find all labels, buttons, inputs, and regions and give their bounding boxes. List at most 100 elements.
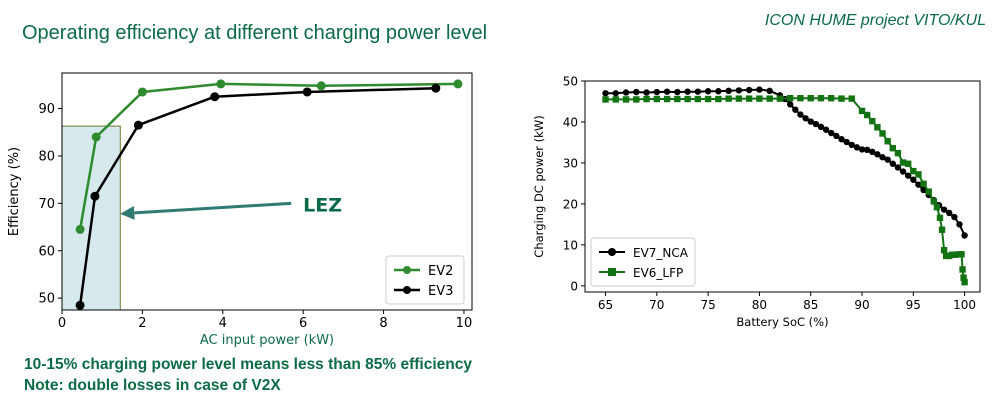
series-ev6-lfp-point <box>958 251 965 258</box>
project-label: ICON HUME project VITO/KUL <box>764 12 986 29</box>
series-ev7-nca-point <box>622 89 630 96</box>
legend-ev7-nca-marker <box>608 248 616 256</box>
series-ev6-lfp-point <box>725 95 732 102</box>
y-tick-label: 50 <box>38 292 55 307</box>
series-ev3-point <box>302 87 312 97</box>
series-ev6-lfp-point <box>940 247 948 254</box>
series-ev6-lfp-point <box>756 95 763 102</box>
series-ev7-nca-point <box>735 87 743 94</box>
series-ev6-lfp-point <box>612 96 619 103</box>
series-ev7-nca-point <box>879 154 886 161</box>
y-axis-label: Efficiency (%) <box>7 147 22 236</box>
legend-box <box>590 237 696 287</box>
slide-title: Operating efficiency at different chargi… <box>22 22 488 44</box>
series-ev6-lfp-point <box>653 95 661 103</box>
series-ev6-lfp-point <box>622 96 630 103</box>
y-tick-label: 50 <box>563 75 578 89</box>
series-ev7-nca-point <box>951 213 958 221</box>
series-ev7-nca-point <box>920 186 927 194</box>
series-ev6-lfp-point <box>807 95 814 102</box>
x-tick-label: 6 <box>299 316 307 331</box>
series-ev7-nca-point <box>833 132 840 140</box>
note-line-2: Note: double losses in case of V2X <box>24 377 281 394</box>
series-ev7-nca-point <box>807 118 814 125</box>
y-tick-label: 90 <box>38 102 55 117</box>
series-ev6-lfp-point <box>786 95 794 102</box>
x-tick-label: 4 <box>219 316 227 331</box>
x-tick-label: 95 <box>906 298 921 312</box>
x-tick-label: 100 <box>953 298 976 312</box>
series-ev6-lfp-point <box>838 95 845 102</box>
series-ev6-lfp-point <box>910 167 917 175</box>
series-ev6-lfp-point <box>694 95 702 103</box>
series-ev7-nca-point <box>684 88 691 95</box>
note-line-1: 10-15% charging power level means less t… <box>24 356 472 373</box>
series-ev3-point <box>90 191 100 201</box>
y-tick-label: 40 <box>563 115 578 129</box>
series-ev6-lfp-point <box>904 160 912 167</box>
series-ev2-point <box>91 132 101 142</box>
y-tick-label: 70 <box>38 197 55 212</box>
series-ev6-lfp-point <box>633 96 640 103</box>
series-ev6-lfp-point <box>684 95 691 103</box>
series-ev7-nca-point <box>812 120 820 128</box>
series-ev7-nca-point <box>904 172 912 179</box>
series-ev6-lfp-point <box>663 95 671 103</box>
series-ev7-nca-point <box>828 129 835 137</box>
series-ev3-point <box>75 300 85 310</box>
series-ev7-nca-point <box>884 156 891 163</box>
y-tick-label: 80 <box>38 149 55 164</box>
series-ev6-lfp-point <box>735 95 743 102</box>
series-ev6-lfp-point <box>674 95 681 103</box>
y-tick-label: 0 <box>570 279 578 293</box>
series-ev6-lfp-point <box>715 95 722 103</box>
series-ev6-lfp-point <box>766 95 773 102</box>
series-ev7-nca-point <box>822 126 830 133</box>
x-axis-label: AC input power (kW) <box>200 333 334 348</box>
series-ev7-nca-point <box>745 86 753 94</box>
series-ev7-nca-point <box>633 88 640 96</box>
series-ev7-nca-point <box>797 111 804 118</box>
legend-ev6-lfp-label: EV6_LFP <box>633 266 683 280</box>
series-ev6-lfp-point <box>858 107 866 115</box>
x-tick-label: 2 <box>138 316 146 331</box>
series-ev7-nca-point <box>786 101 794 108</box>
x-tick-label: 65 <box>598 298 613 312</box>
series-ev7-nca-point <box>817 123 825 131</box>
charging-power-chart-svg: 65 70 75 80 85 90 95 100 0 10 20 30 40 50 Battery SoC … <box>532 75 981 329</box>
series-ev6-lfp-point <box>869 117 876 125</box>
series-ev3-point <box>431 83 441 93</box>
series-ev7-nca-point <box>858 146 866 153</box>
series-ev2-point <box>316 81 326 91</box>
x-tick-label: 85 <box>803 298 818 312</box>
legend-ev2-label: EV2 <box>428 264 453 279</box>
plot-frame <box>61 72 473 311</box>
series-ev7-nca-point <box>940 206 948 213</box>
series-ev6-lfp-point <box>938 226 946 233</box>
series-ev2-point <box>453 79 463 89</box>
series-ev7-nca-point <box>715 88 722 95</box>
series-ev7-nca-point <box>956 221 963 228</box>
series-ev7-nca-point <box>653 88 661 96</box>
series-ev7-nca-point <box>838 135 845 143</box>
series-ev2-point <box>137 87 147 97</box>
series-ev6-lfp-point <box>745 95 753 102</box>
x-axis-label: Battery SoC (%) <box>736 315 828 329</box>
lez-arrow-head <box>120 205 135 220</box>
series-ev3-point <box>210 92 220 102</box>
series-ev7-nca-point <box>946 209 953 217</box>
y-tick-label: 20 <box>563 197 578 211</box>
series-ev6-lfp-point <box>889 144 896 152</box>
y-tick-label: 30 <box>563 156 578 170</box>
series-ev6-lfp-point <box>863 111 871 119</box>
x-tick-label: 0 <box>58 316 66 331</box>
legend-ev3-label: EV3 <box>428 284 453 299</box>
series-ev7-nca-point <box>889 160 896 167</box>
series-ev6-lfp-point <box>776 95 784 102</box>
series-ev6-lfp-point <box>797 95 804 102</box>
legend-ev7-nca-label: EV7_NCA <box>633 246 689 260</box>
series-ev6-lfp-point <box>959 266 966 273</box>
series-ev6-lfp-point <box>817 95 825 102</box>
series-ev2-line <box>78 82 458 230</box>
series-ev2-point <box>216 79 226 89</box>
